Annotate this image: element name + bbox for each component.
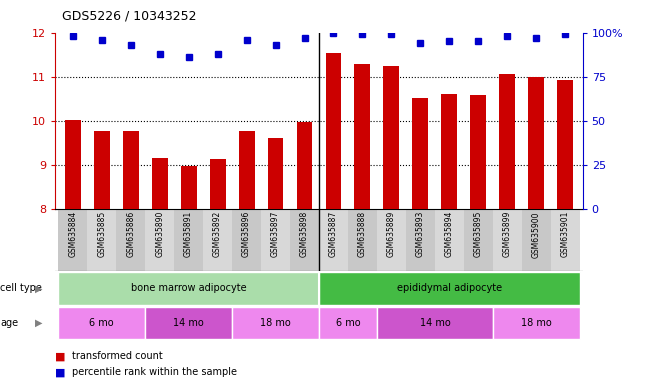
Bar bbox=[551, 209, 580, 271]
Bar bbox=[348, 209, 377, 271]
Bar bbox=[557, 80, 574, 209]
Bar bbox=[203, 209, 232, 271]
Text: 14 mo: 14 mo bbox=[419, 318, 450, 328]
Text: ■: ■ bbox=[55, 351, 66, 361]
Text: percentile rank within the sample: percentile rank within the sample bbox=[72, 367, 236, 377]
Bar bbox=[464, 209, 493, 271]
Bar bbox=[319, 209, 348, 271]
Bar bbox=[268, 138, 283, 209]
Bar bbox=[58, 307, 145, 339]
Text: GSM635893: GSM635893 bbox=[416, 211, 425, 258]
Bar bbox=[297, 122, 312, 209]
Text: ▶: ▶ bbox=[35, 283, 43, 293]
Bar bbox=[232, 307, 319, 339]
Bar bbox=[180, 166, 197, 209]
Bar bbox=[529, 77, 544, 209]
Text: GDS5226 / 10343252: GDS5226 / 10343252 bbox=[62, 10, 197, 23]
Bar bbox=[319, 272, 580, 305]
Bar bbox=[355, 65, 370, 209]
Text: GSM635898: GSM635898 bbox=[300, 211, 309, 257]
Text: 6 mo: 6 mo bbox=[89, 318, 114, 328]
Bar bbox=[493, 307, 580, 339]
Text: GSM635896: GSM635896 bbox=[242, 211, 251, 258]
Bar bbox=[499, 74, 516, 209]
Bar bbox=[116, 209, 145, 271]
Bar bbox=[377, 209, 406, 271]
Bar bbox=[326, 53, 341, 209]
Bar bbox=[383, 66, 400, 209]
Text: GSM635885: GSM635885 bbox=[97, 211, 106, 257]
Bar bbox=[58, 272, 319, 305]
Text: epididymal adipocyte: epididymal adipocyte bbox=[397, 283, 502, 293]
Text: ■: ■ bbox=[55, 367, 66, 377]
Text: 6 mo: 6 mo bbox=[336, 318, 360, 328]
Text: GSM635899: GSM635899 bbox=[503, 211, 512, 258]
Text: 18 mo: 18 mo bbox=[260, 318, 291, 328]
Bar bbox=[64, 120, 81, 209]
Bar bbox=[435, 209, 464, 271]
Bar bbox=[261, 209, 290, 271]
Text: GSM635900: GSM635900 bbox=[532, 211, 541, 258]
Text: GSM635889: GSM635889 bbox=[387, 211, 396, 257]
Bar bbox=[174, 209, 203, 271]
Bar bbox=[441, 94, 458, 209]
Text: bone marrow adipocyte: bone marrow adipocyte bbox=[131, 283, 247, 293]
Bar bbox=[290, 209, 319, 271]
Text: GSM635892: GSM635892 bbox=[213, 211, 222, 257]
Text: GSM635887: GSM635887 bbox=[329, 211, 338, 257]
Text: age: age bbox=[0, 318, 18, 328]
Text: transformed count: transformed count bbox=[72, 351, 162, 361]
Text: 14 mo: 14 mo bbox=[173, 318, 204, 328]
Text: GSM635886: GSM635886 bbox=[126, 211, 135, 257]
Text: GSM635901: GSM635901 bbox=[561, 211, 570, 258]
Bar bbox=[58, 209, 87, 271]
Text: 18 mo: 18 mo bbox=[521, 318, 551, 328]
Bar bbox=[145, 209, 174, 271]
Bar bbox=[377, 307, 493, 339]
Text: GSM635895: GSM635895 bbox=[474, 211, 483, 258]
Bar bbox=[210, 159, 225, 209]
Bar bbox=[493, 209, 522, 271]
Bar bbox=[319, 307, 377, 339]
Bar bbox=[413, 98, 428, 209]
Text: ▶: ▶ bbox=[35, 318, 43, 328]
Bar bbox=[406, 209, 435, 271]
Bar bbox=[87, 209, 116, 271]
Bar bbox=[94, 131, 109, 209]
Text: GSM635888: GSM635888 bbox=[358, 211, 367, 257]
Bar bbox=[471, 95, 486, 209]
Text: GSM635891: GSM635891 bbox=[184, 211, 193, 257]
Bar bbox=[232, 209, 261, 271]
Text: GSM635890: GSM635890 bbox=[155, 211, 164, 258]
Text: cell type: cell type bbox=[0, 283, 42, 293]
Bar bbox=[238, 131, 255, 209]
Text: GSM635884: GSM635884 bbox=[68, 211, 77, 257]
Bar bbox=[122, 131, 139, 209]
Bar bbox=[152, 159, 167, 209]
Bar bbox=[522, 209, 551, 271]
Bar bbox=[145, 307, 232, 339]
Text: GSM635897: GSM635897 bbox=[271, 211, 280, 258]
Text: GSM635894: GSM635894 bbox=[445, 211, 454, 258]
